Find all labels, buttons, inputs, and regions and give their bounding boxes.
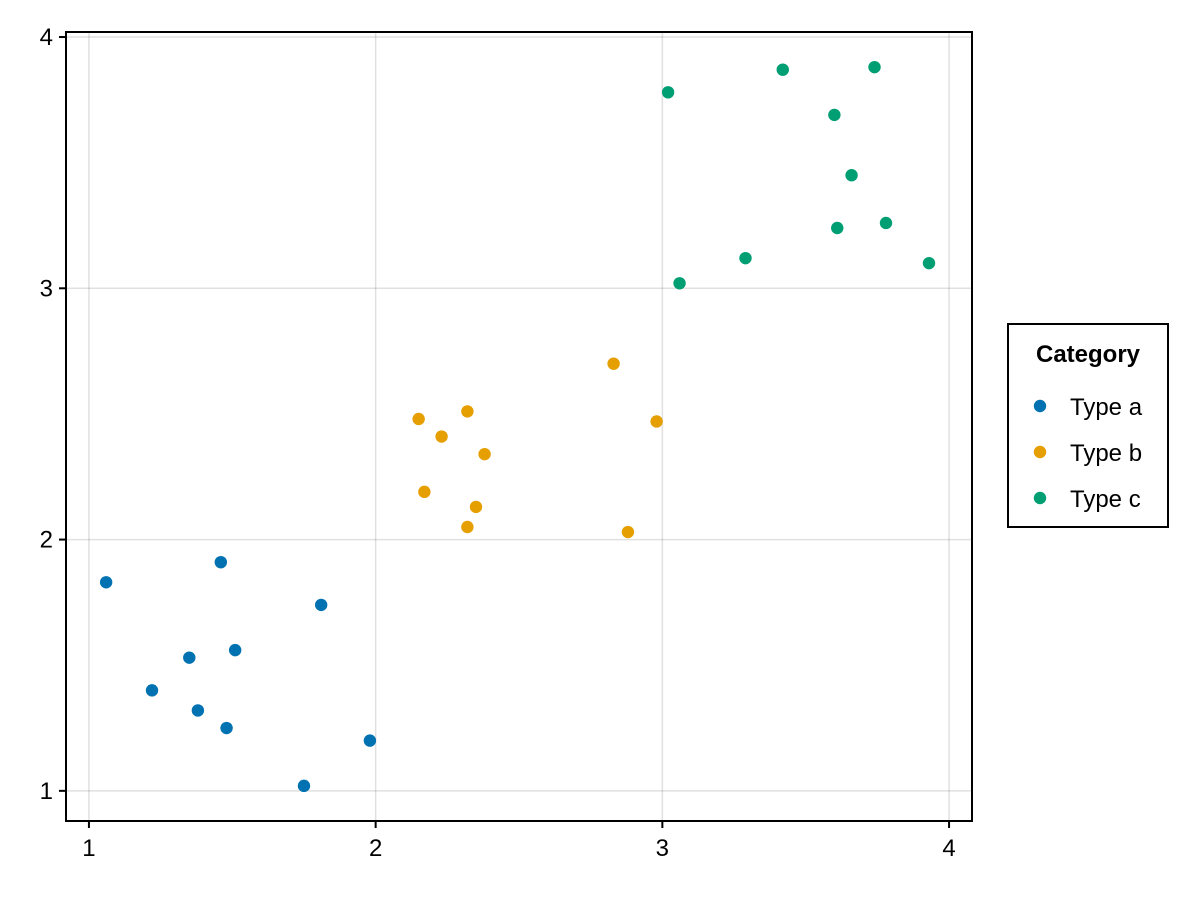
x-tick-label: 2	[369, 835, 382, 862]
data-point	[469, 500, 483, 514]
data-point	[183, 651, 196, 664]
data-point	[607, 357, 620, 370]
legend-label: Type b	[1070, 440, 1142, 467]
data-point	[661, 86, 675, 99]
data-point	[621, 525, 635, 539]
data-point	[879, 216, 893, 230]
legend-marker	[1033, 445, 1047, 459]
data-point	[418, 485, 431, 499]
y-tick-label: 4	[40, 24, 53, 51]
data-point	[739, 251, 752, 265]
legend-marker	[1033, 491, 1047, 505]
grid	[66, 32, 972, 821]
y-axis: 1 2 3 4	[40, 24, 66, 805]
data-point	[673, 277, 686, 290]
data-point	[214, 555, 228, 569]
legend-entry[interactable]: Type a	[1033, 394, 1143, 421]
plot-frame	[65, 31, 973, 822]
series-type-b	[412, 357, 663, 539]
x-tick-label: 4	[942, 835, 955, 862]
data-point	[776, 63, 789, 76]
data-point	[650, 415, 663, 428]
legend-entry[interactable]: Type b	[1033, 440, 1142, 467]
legend-label: Type c	[1070, 486, 1141, 513]
legend[interactable]: Category Type a Type b Type c	[1007, 323, 1169, 528]
data-point	[868, 60, 881, 74]
data-point	[922, 256, 936, 270]
series-type-a	[99, 555, 377, 793]
legend-box	[1007, 323, 1169, 528]
data-point	[461, 405, 474, 418]
data-point	[145, 684, 159, 697]
data-point	[314, 598, 328, 612]
data-point	[412, 412, 425, 426]
legend-label: Type a	[1070, 394, 1143, 421]
x-axis: 1 2 3 4	[82, 821, 956, 862]
data-point	[363, 734, 377, 747]
data-point	[461, 520, 474, 534]
data-points	[99, 60, 936, 793]
data-point	[828, 108, 841, 122]
data-point	[478, 447, 491, 461]
data-point	[297, 779, 311, 793]
series-type-c	[661, 60, 936, 290]
data-point	[228, 643, 242, 657]
legend-title: Category	[1036, 341, 1141, 368]
data-point	[191, 704, 205, 717]
x-tick-label: 1	[82, 835, 95, 862]
data-point	[99, 576, 113, 589]
x-tick-label: 3	[656, 835, 669, 862]
y-tick-label: 3	[40, 275, 53, 302]
data-point	[845, 169, 858, 182]
data-point	[220, 721, 233, 735]
data-point	[435, 430, 448, 443]
legend-entries[interactable]: Type a Type b Type c	[1033, 394, 1143, 513]
legend-marker	[1033, 399, 1047, 413]
y-tick-label: 1	[40, 778, 53, 805]
legend-entry[interactable]: Type c	[1033, 486, 1141, 513]
data-point	[831, 221, 844, 235]
y-tick-label: 2	[40, 527, 53, 554]
